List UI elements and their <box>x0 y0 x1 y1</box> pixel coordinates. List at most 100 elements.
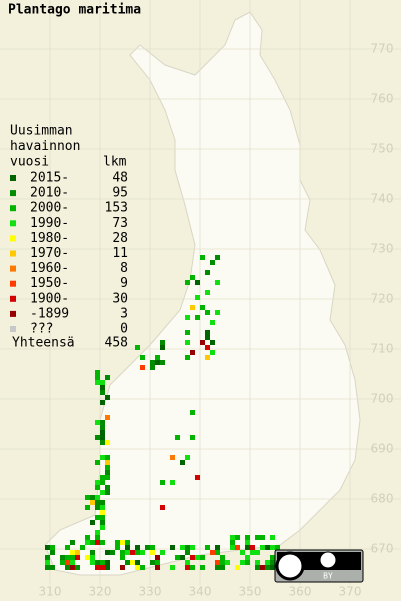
observation-square <box>70 540 75 545</box>
observation-square <box>85 540 90 545</box>
observation-square <box>205 310 210 315</box>
observation-square <box>100 455 105 460</box>
observation-square <box>65 555 70 560</box>
observation-square <box>105 415 110 420</box>
observation-square <box>220 565 225 570</box>
observation-square <box>205 270 210 275</box>
observation-square <box>205 345 210 350</box>
observation-square <box>150 365 155 370</box>
observation-square <box>70 550 75 555</box>
legend-header: havainnon <box>10 139 80 154</box>
y-tick-label: 690 <box>371 442 394 456</box>
observation-square <box>105 455 110 460</box>
observation-square <box>85 505 90 510</box>
legend-swatch <box>10 326 16 332</box>
observation-square <box>125 545 130 550</box>
observation-square <box>235 535 240 540</box>
observation-square <box>95 540 100 545</box>
observation-square <box>75 555 80 560</box>
observation-square <box>120 555 125 560</box>
observation-square <box>100 540 105 545</box>
legend-label: 1960- <box>30 261 69 276</box>
observation-square <box>50 550 55 555</box>
observation-square <box>270 535 275 540</box>
observation-square <box>255 535 260 540</box>
legend-label: 1980- <box>30 231 69 246</box>
legend-header: vuosi <box>10 155 49 170</box>
observation-square <box>90 500 95 505</box>
observation-square <box>250 550 255 555</box>
observation-square <box>145 545 150 550</box>
observation-square <box>190 350 195 355</box>
observation-square <box>100 385 105 390</box>
observation-square <box>45 560 50 565</box>
observation-square <box>45 565 50 570</box>
observation-square <box>140 565 145 570</box>
by-text: BY <box>323 572 333 581</box>
observation-square <box>140 365 145 370</box>
legend-label: ??? <box>30 322 53 337</box>
x-tick-label: 310 <box>39 585 62 599</box>
legend-swatch <box>10 265 16 272</box>
observation-square <box>110 550 115 555</box>
observation-square <box>105 375 110 380</box>
legend-swatch <box>10 280 16 287</box>
x-tick-label: 340 <box>189 585 212 599</box>
x-tick-label: 320 <box>89 585 112 599</box>
observation-square <box>155 560 160 565</box>
observation-square <box>205 355 210 360</box>
observation-square <box>70 560 75 565</box>
legend-label: 1950- <box>30 276 69 291</box>
observation-square <box>100 520 105 525</box>
legend-count: 11 <box>112 246 128 261</box>
observation-square <box>275 545 280 550</box>
observation-square <box>150 545 155 550</box>
observation-square <box>210 350 215 355</box>
observation-square <box>180 555 185 560</box>
observation-square <box>130 560 135 565</box>
observation-square <box>100 565 105 570</box>
cc-icon <box>275 551 305 581</box>
observation-square <box>85 555 90 560</box>
license-badge: BY <box>274 549 364 583</box>
observation-square <box>250 545 255 550</box>
observation-square <box>135 550 140 555</box>
observation-square <box>220 560 225 565</box>
legend-swatch <box>10 310 16 317</box>
observation-square <box>175 435 180 440</box>
observation-square <box>90 560 95 565</box>
observation-square <box>100 420 105 425</box>
legend-count: 73 <box>112 216 128 231</box>
legend-count: 48 <box>112 171 128 186</box>
observation-square <box>125 560 130 565</box>
y-tick-label: 750 <box>371 142 394 156</box>
observation-square <box>220 555 225 560</box>
observation-square <box>255 560 260 565</box>
observation-square <box>185 280 190 285</box>
observation-square <box>185 550 190 555</box>
observation-square <box>205 290 210 295</box>
observation-square <box>235 545 240 550</box>
observation-square <box>215 310 220 315</box>
observation-square <box>50 545 55 550</box>
observation-square <box>195 280 200 285</box>
observation-square <box>105 560 110 565</box>
observation-square <box>200 255 205 260</box>
observation-square <box>255 550 260 555</box>
observation-square <box>105 470 110 475</box>
x-tick-label: 330 <box>139 585 162 599</box>
observation-square <box>130 550 135 555</box>
observation-square <box>185 565 190 570</box>
observation-square <box>70 555 75 560</box>
observation-square <box>90 555 95 560</box>
observation-square <box>190 435 195 440</box>
observation-square <box>215 565 220 570</box>
observation-square <box>245 535 250 540</box>
y-tick-label: 740 <box>371 192 394 206</box>
observation-square <box>185 355 190 360</box>
observation-square <box>100 380 105 385</box>
observation-square <box>160 360 165 365</box>
observation-square <box>180 460 185 465</box>
observation-square <box>210 320 215 325</box>
observation-square <box>205 335 210 340</box>
